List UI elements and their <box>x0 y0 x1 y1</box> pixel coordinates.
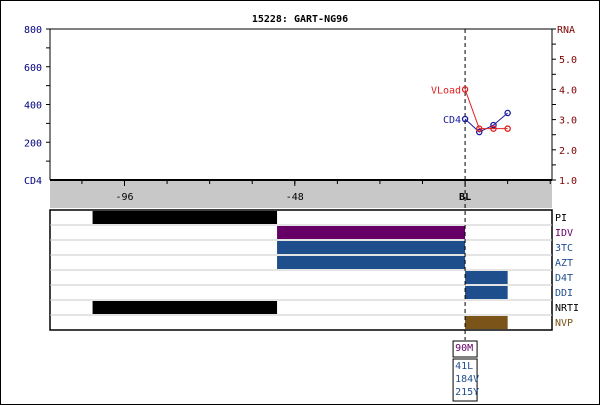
mutation-label: 90M <box>455 343 473 354</box>
drug-bar-3tc <box>277 241 466 254</box>
right-tick-label: 4.0 <box>559 85 577 96</box>
right-tick-label: 3.0 <box>559 116 577 127</box>
drug-bar-idv <box>277 226 466 239</box>
data-point-cd4 <box>476 128 483 136</box>
left-tick-label: 400 <box>24 101 42 112</box>
data-point-vload <box>490 125 497 132</box>
drug-label-azt: AZT <box>555 258 573 269</box>
left-tick-label: 800 <box>24 25 42 36</box>
mutation-box <box>452 358 478 402</box>
mutation-label: 41L <box>455 361 473 372</box>
drug-bar-ddi <box>465 286 508 299</box>
drug-bar-azt <box>277 256 466 269</box>
left-tick-label: 600 <box>24 63 42 74</box>
right-tick-label: 1.0 <box>559 176 577 187</box>
series-label-cd4: CD4 <box>443 115 461 126</box>
data-point-cd4 <box>504 109 511 117</box>
drug-label-nvp: NVP <box>555 318 573 329</box>
x-tick-label: -48 <box>286 192 304 203</box>
data-point-vload <box>461 86 469 93</box>
data-point-vload <box>504 125 511 132</box>
data-point-vload <box>476 125 483 132</box>
right-tick-label: 5.0 <box>559 55 577 66</box>
drug-label-ddi: DDI <box>555 288 573 299</box>
drug-bar-pi <box>92 211 278 224</box>
drug-bar-nrti <box>92 301 278 314</box>
data-point-cd4 <box>461 115 469 123</box>
mutation-label: 184V <box>455 374 479 385</box>
time-axis-band <box>50 181 552 208</box>
x-tick-label: -96 <box>115 192 133 203</box>
left-axis-label: CD4 <box>24 176 42 187</box>
drug-label-nrti: NRTI <box>555 303 579 314</box>
series-label-vload: VLoad <box>431 85 461 96</box>
mutation-box <box>452 340 478 358</box>
drug-label-idv: IDV <box>555 228 573 239</box>
mutation-label: 215Y <box>455 387 479 398</box>
drug-bar-nvp <box>465 316 508 329</box>
drug-bar-d4t <box>465 271 508 284</box>
drug-label-3tc: 3TC <box>555 243 573 254</box>
drug-label-d4t: D4T <box>555 273 573 284</box>
data-point-cd4 <box>490 121 497 129</box>
left-tick-label: 200 <box>24 138 42 149</box>
drug-label-pi: PI <box>555 213 567 224</box>
series-line-vload <box>464 89 508 130</box>
series-line-cd4 <box>464 112 508 133</box>
right-axis-label: RNA <box>557 25 575 36</box>
right-tick-label: 2.0 <box>559 146 577 157</box>
chart-title: 15228: GART-NG96 <box>252 14 348 25</box>
